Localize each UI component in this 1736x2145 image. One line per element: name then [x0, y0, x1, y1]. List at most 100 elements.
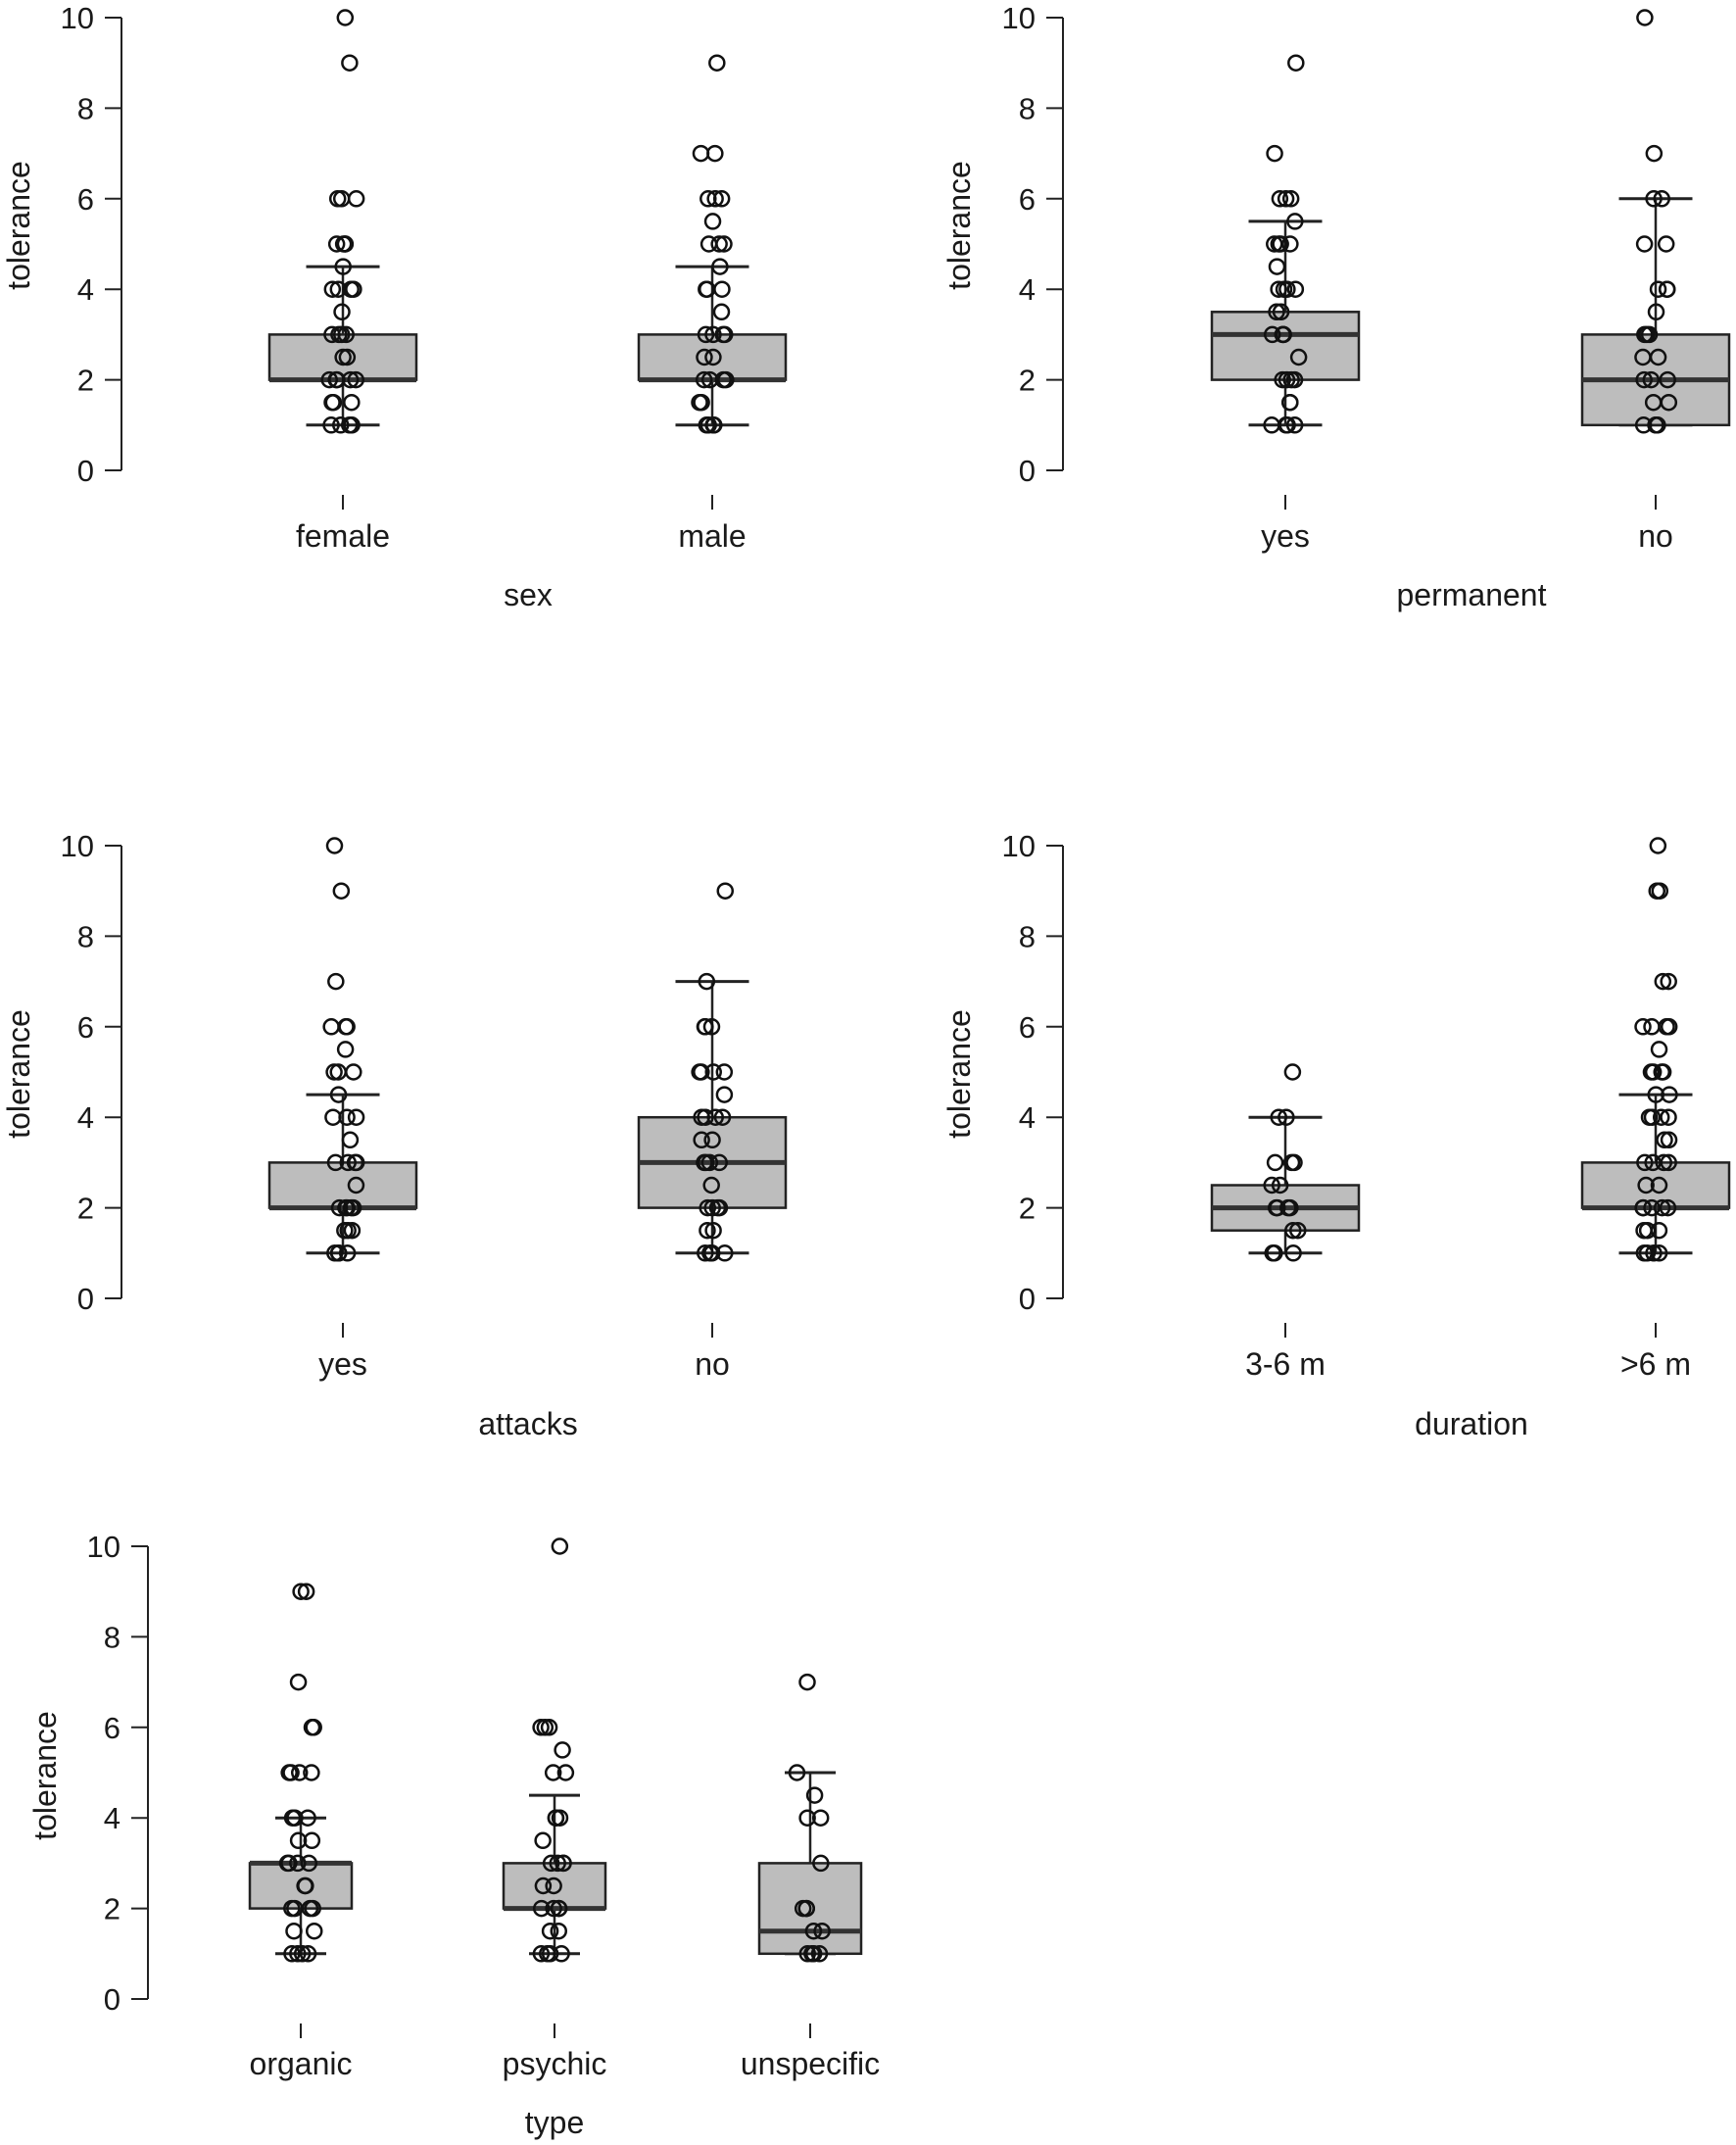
data-point: [347, 370, 365, 389]
data-point: [1660, 1108, 1677, 1126]
data-point: [710, 235, 728, 253]
data-point: [1281, 393, 1299, 412]
data-point: [713, 1108, 732, 1126]
data-point: [1271, 190, 1289, 208]
box-yes: [1210, 54, 1361, 434]
x-category-label: male: [678, 518, 746, 554]
data-point: [289, 1673, 308, 1691]
data-point: [532, 1945, 551, 1963]
x-category-label: female: [296, 518, 390, 554]
y-tick-label: 10: [87, 1530, 121, 1564]
data-point: [1634, 1198, 1652, 1217]
data-point: [1642, 370, 1661, 389]
data-point: [697, 325, 715, 344]
y-tick-label: 4: [1019, 1100, 1036, 1135]
data-point: [347, 1176, 365, 1194]
data-point: [1634, 416, 1653, 434]
data-point: [1643, 1198, 1661, 1217]
data-point: [322, 1018, 340, 1036]
data-point: [289, 1945, 307, 1963]
data-point: [334, 235, 353, 253]
data-point: [1289, 1221, 1307, 1240]
data-point: [704, 1063, 722, 1081]
y-tick-label: 6: [77, 182, 94, 217]
data-point: [1659, 280, 1676, 298]
data-point: [323, 280, 342, 298]
data-point: [344, 1198, 362, 1217]
data-point: [1635, 235, 1654, 253]
y-axis: 0 2 4 6 8 10: [1002, 829, 1064, 1316]
data-point: [712, 190, 731, 208]
data-point: [1637, 1176, 1655, 1194]
y-tick-label: 0: [1019, 454, 1036, 488]
data-point: [328, 190, 347, 208]
data-point: [1268, 303, 1285, 321]
box--6-m: [1580, 837, 1731, 1262]
data-point: [1263, 416, 1280, 434]
data-point: [1643, 1108, 1662, 1126]
data-point: [345, 1063, 362, 1081]
y-tick-label: 6: [1019, 182, 1036, 217]
data-point: [544, 1764, 562, 1781]
data-point: [347, 1153, 365, 1172]
data-point: [329, 280, 348, 298]
data-point: [1272, 303, 1290, 321]
data-point: [332, 882, 351, 900]
data-point: [1282, 1153, 1301, 1172]
y-tick-label: 6: [77, 1010, 94, 1045]
data-point: [713, 280, 731, 298]
data-point: [813, 1922, 831, 1940]
data-point: [1648, 882, 1665, 900]
data-point: [555, 1854, 572, 1873]
data-point: [336, 9, 355, 26]
data-point: [697, 1018, 714, 1036]
data-point: [699, 1198, 717, 1217]
y-tick-label: 4: [77, 1100, 94, 1135]
boxes: [248, 1537, 863, 1963]
y-tick-label: 8: [77, 91, 94, 125]
data-point: [712, 303, 731, 321]
x-axis: organic psychic unspecific: [250, 2023, 880, 2081]
data-point: [1266, 144, 1283, 163]
data-point: [1644, 393, 1663, 412]
x-category-label: yes: [1261, 518, 1310, 554]
data-point: [1650, 1176, 1668, 1194]
box-3-6-m: [1210, 1063, 1361, 1262]
data-point: [334, 258, 352, 275]
y-tick-label: 8: [1019, 919, 1036, 953]
data-point: [704, 1221, 722, 1240]
data-point: [1660, 1131, 1678, 1149]
data-point: [798, 1945, 817, 1963]
data-point: [329, 1063, 348, 1081]
data-point: [715, 1086, 734, 1103]
data-point: [540, 1719, 558, 1736]
box-female: [267, 9, 418, 434]
data-point: [303, 1831, 321, 1850]
data-point: [691, 393, 708, 412]
data-point: [1286, 280, 1305, 298]
data-point: [1647, 416, 1664, 434]
data-point: [285, 1922, 303, 1940]
data-point: [1285, 416, 1304, 434]
data-point: [805, 1786, 824, 1804]
data-point: [696, 348, 713, 366]
data-point: [336, 1041, 355, 1058]
data-point: [1660, 972, 1677, 991]
data-point: [693, 1063, 710, 1081]
data-point: [714, 325, 732, 344]
data-point: [1635, 1221, 1653, 1240]
data-point: [702, 1244, 721, 1262]
data-point: [1657, 235, 1675, 253]
data-point: [704, 325, 722, 344]
y-axis-title: tolerance: [941, 1009, 977, 1139]
x-axis: yes no: [318, 1323, 730, 1382]
data-point: [1654, 972, 1672, 991]
data-point: [1660, 1018, 1678, 1036]
y-tick-label: 0: [1019, 1282, 1036, 1316]
data-point: [330, 1244, 348, 1262]
data-point: [703, 1198, 721, 1217]
x-axis: female male: [296, 495, 747, 554]
data-point: [704, 348, 722, 366]
data-point: [325, 837, 344, 854]
